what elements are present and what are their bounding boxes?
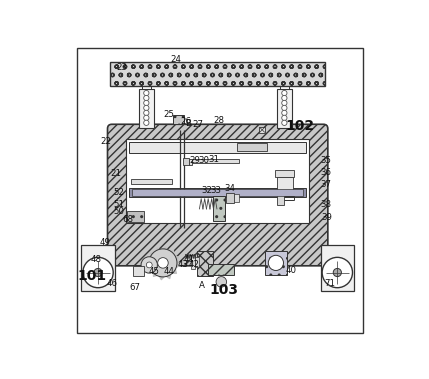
Circle shape	[141, 257, 157, 273]
Text: 40: 40	[286, 266, 297, 275]
Circle shape	[146, 262, 152, 268]
Bar	[183, 158, 189, 165]
Text: 30: 30	[198, 156, 209, 165]
Text: 45: 45	[149, 267, 160, 276]
Text: 33: 33	[210, 186, 221, 195]
Bar	[190, 255, 195, 269]
Bar	[265, 251, 287, 274]
Text: 102: 102	[286, 119, 315, 133]
Text: 48: 48	[91, 255, 101, 265]
Bar	[214, 196, 224, 221]
Text: 67: 67	[130, 283, 141, 292]
Text: 51: 51	[114, 200, 125, 209]
Bar	[139, 89, 154, 128]
Text: 26: 26	[181, 117, 192, 126]
Text: 39: 39	[321, 213, 332, 222]
Text: B: B	[185, 119, 191, 128]
Bar	[130, 142, 306, 153]
Text: 34: 34	[224, 184, 236, 193]
Text: 21: 21	[111, 169, 122, 179]
Bar	[195, 257, 199, 267]
Text: 43: 43	[178, 260, 189, 269]
Circle shape	[282, 100, 287, 106]
Text: 23: 23	[117, 63, 127, 72]
Bar	[277, 89, 292, 128]
Text: 46: 46	[106, 279, 118, 288]
Text: 68: 68	[122, 216, 133, 224]
Text: 49: 49	[99, 238, 110, 247]
Bar	[277, 177, 293, 192]
Bar	[208, 265, 235, 274]
Text: 31: 31	[208, 155, 220, 164]
Circle shape	[216, 277, 227, 287]
Bar	[320, 245, 354, 291]
Circle shape	[268, 255, 284, 271]
Circle shape	[282, 120, 287, 125]
Circle shape	[144, 100, 149, 106]
Bar	[192, 159, 239, 163]
Bar	[132, 190, 303, 196]
Circle shape	[322, 257, 353, 288]
Bar	[226, 193, 235, 203]
Bar	[131, 179, 172, 185]
Text: 24: 24	[171, 55, 181, 64]
Bar	[237, 143, 266, 152]
Circle shape	[282, 110, 287, 116]
Text: 25: 25	[163, 110, 174, 119]
Bar	[127, 139, 309, 224]
FancyBboxPatch shape	[108, 124, 328, 266]
Circle shape	[144, 120, 149, 125]
Text: 29: 29	[190, 156, 200, 165]
Bar	[110, 61, 325, 86]
Bar	[127, 211, 144, 222]
Circle shape	[144, 91, 149, 96]
Circle shape	[282, 91, 287, 96]
Text: 71: 71	[324, 279, 335, 288]
Circle shape	[149, 249, 177, 277]
Bar	[133, 266, 144, 276]
Circle shape	[282, 105, 287, 111]
Text: 101: 101	[78, 269, 107, 283]
Circle shape	[144, 96, 149, 101]
Text: 22: 22	[100, 137, 112, 146]
Circle shape	[144, 110, 149, 116]
Circle shape	[144, 105, 149, 111]
Bar	[81, 245, 115, 291]
Text: 28: 28	[213, 116, 224, 125]
Text: 38: 38	[321, 200, 332, 209]
Text: 52: 52	[114, 188, 125, 197]
Bar	[130, 188, 306, 197]
Text: 41: 41	[184, 255, 195, 265]
Bar	[172, 115, 184, 124]
Circle shape	[94, 268, 102, 277]
Circle shape	[144, 115, 149, 121]
Text: 44: 44	[163, 267, 174, 276]
Bar	[196, 251, 212, 276]
Text: 32: 32	[201, 186, 212, 195]
Bar	[277, 193, 284, 205]
Circle shape	[282, 115, 287, 121]
Text: 50: 50	[114, 207, 125, 216]
Text: 42: 42	[188, 260, 199, 269]
Circle shape	[333, 268, 341, 277]
Circle shape	[282, 96, 287, 101]
Circle shape	[83, 257, 113, 288]
Text: 103: 103	[210, 283, 239, 297]
Bar	[189, 159, 192, 164]
Bar	[275, 171, 294, 177]
Bar	[259, 127, 266, 133]
Text: 37: 37	[321, 180, 332, 189]
Text: 27: 27	[193, 121, 203, 129]
Text: 35: 35	[321, 156, 332, 165]
Text: A: A	[199, 281, 205, 290]
Text: 36: 36	[321, 168, 332, 177]
Circle shape	[158, 258, 168, 268]
Bar	[235, 194, 239, 202]
